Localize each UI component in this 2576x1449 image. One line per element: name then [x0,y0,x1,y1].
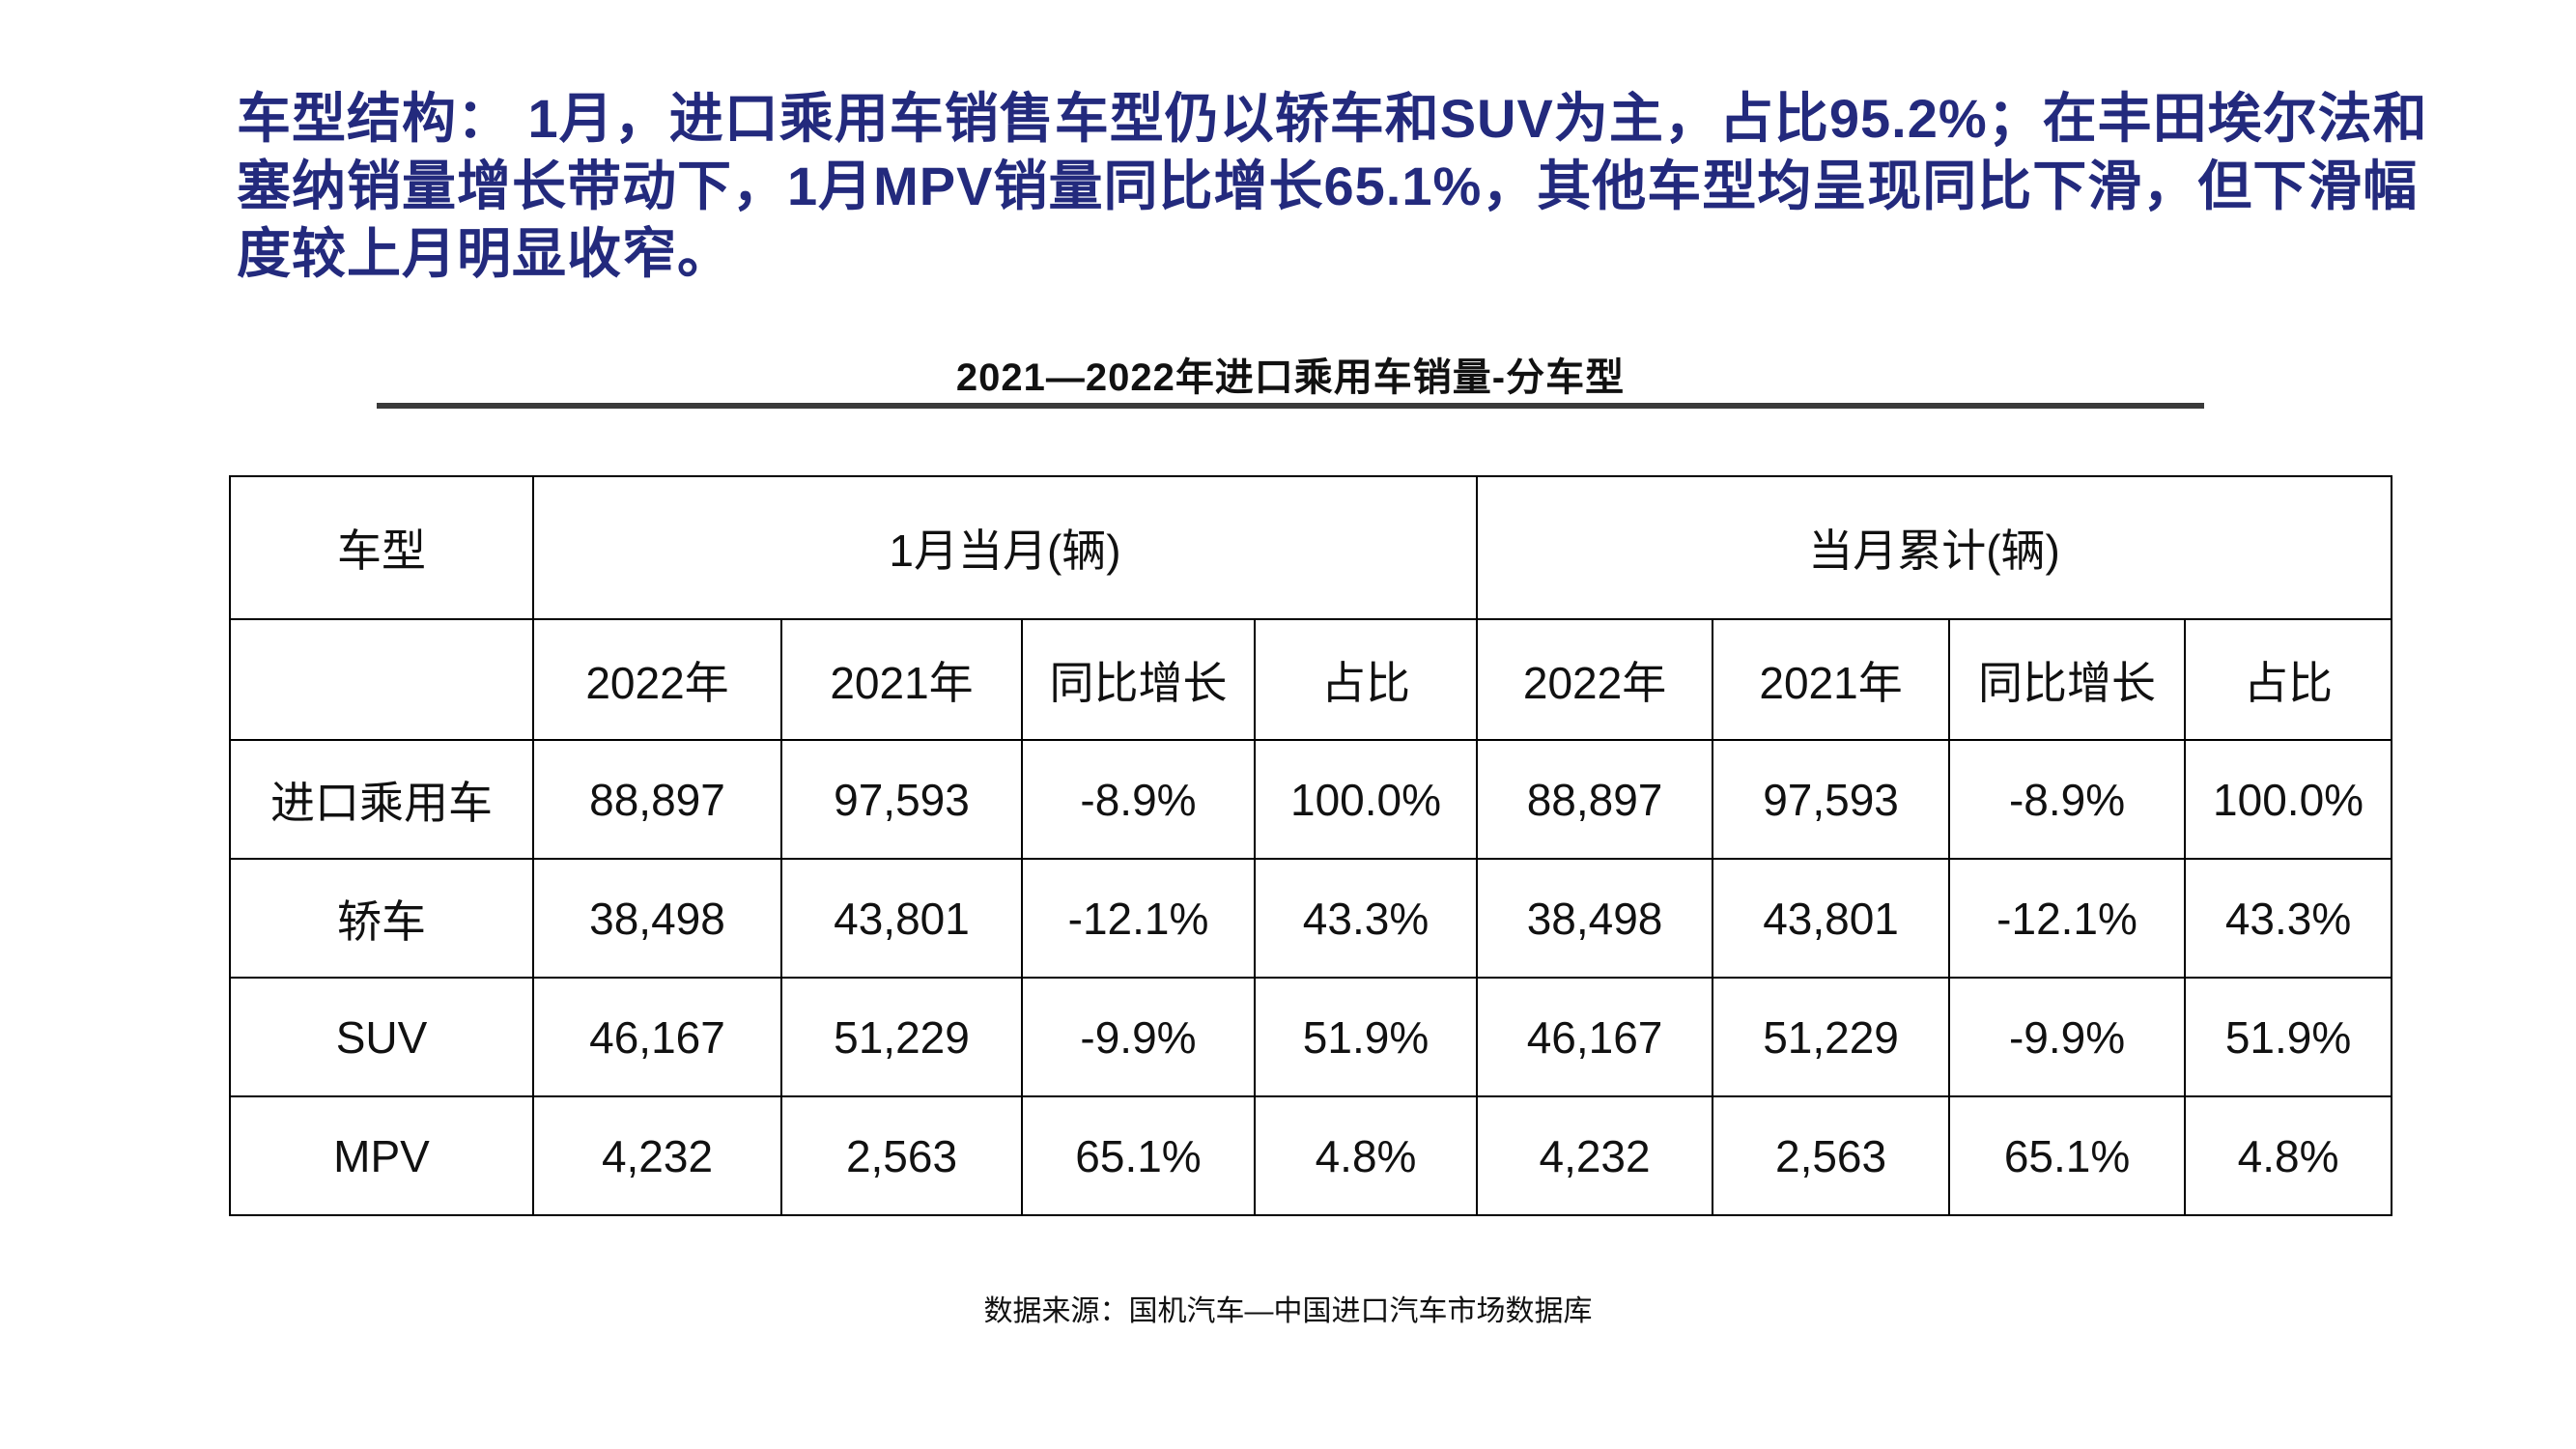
cell-share-value: 43.3% [1253,858,1479,979]
cell-share-value: 51.9% [2184,977,2393,1097]
header-vehicle-type: 车型 [229,475,534,620]
cell-2021-value: 2,563 [780,1095,1023,1216]
cell-share-value: 43.3% [2184,858,2393,979]
cell-yoy-value: -12.1% [1021,858,1256,979]
cell-yoy-value: -8.9% [1021,739,1256,860]
cell-share-value: 100.0% [2184,739,2393,860]
table-row-imported-pv: 进口乘用车 88,897 97,593 -8.9% 100.0% 88,897 … [229,739,2393,860]
title-underline-rule [377,403,2204,409]
cell-yoy-value: -9.9% [1021,977,1256,1097]
row-label: 轿车 [229,858,534,979]
row-label: MPV [229,1095,534,1216]
cell-2021-value: 43,801 [780,858,1023,979]
cell-share-value: 51.9% [1253,977,1479,1097]
cell-2022-value: 4,232 [532,1095,782,1216]
cell-yoy-value: 65.1% [1021,1095,1256,1216]
header-yoy-growth: 同比增长 [1021,618,1256,741]
header-yoy-growth: 同比增长 [1948,618,2187,741]
cell-2021-value: 97,593 [1712,739,1951,860]
cell-2021-value: 43,801 [1712,858,1951,979]
cell-2021-value: 51,229 [1712,977,1951,1097]
cell-2022-value: 4,232 [1476,1095,1714,1216]
header-share: 占比 [2184,618,2393,741]
table-title-wrap: 2021—2022年进口乘用车销量-分车型 [377,346,2204,402]
cell-2022-value: 88,897 [1476,739,1714,860]
cell-share-value: 4.8% [2184,1095,2393,1216]
cell-2022-value: 38,498 [1476,858,1714,979]
cell-share-value: 100.0% [1253,739,1479,860]
header-2022: 2022年 [532,618,782,741]
cell-yoy-value: -12.1% [1948,858,2187,979]
cell-2022-value: 46,167 [1476,977,1714,1097]
cell-yoy-value: -9.9% [1948,977,2187,1097]
cell-share-value: 4.8% [1253,1095,1479,1216]
sales-table: 车型 1月当月(辆) 当月累计(辆) 2022年 2021年 同比增长 占比 2… [229,475,2393,1216]
cell-yoy-value: -8.9% [1948,739,2187,860]
row-label: SUV [229,977,534,1097]
header-month-cumulative: 当月累计(辆) [1476,475,2393,620]
table-row-suv: SUV 46,167 51,229 -9.9% 51.9% 46,167 51,… [229,977,2393,1097]
header-2022: 2022年 [1476,618,1714,741]
header-2021: 2021年 [780,618,1023,741]
header-2021: 2021年 [1712,618,1951,741]
data-source-note: 数据来源：国机汽车—中国进口汽车市场数据库 [983,1295,1593,1327]
header-month-current: 1月当月(辆) [531,475,1479,620]
row-label: 进口乘用车 [229,739,534,860]
cell-2021-value: 51,229 [780,977,1023,1097]
cell-2021-value: 2,563 [1712,1095,1951,1216]
table-header-row-2: 2022年 2021年 同比增长 占比 2022年 2021年 同比增长 占比 [229,618,2393,741]
cell-2022-value: 38,498 [532,858,782,979]
table-title: 2021—2022年进口乘用车销量-分车型 [955,356,1626,399]
headline-paragraph: 车型结构： 1月，进口乘用车销售车型仍以轿车和SUV为主，占比95.2%；在丰田… [237,88,2428,284]
table-row-sedan: 轿车 38,498 43,801 -12.1% 43.3% 38,498 43,… [229,858,2393,979]
header-share: 占比 [1253,618,1479,741]
cell-2022-value: 46,167 [532,977,782,1097]
cell-2021-value: 97,593 [780,739,1023,860]
header-empty-cell [229,618,534,741]
table-header-row-1: 车型 1月当月(辆) 当月累计(辆) [229,475,2393,620]
cell-yoy-value: 65.1% [1948,1095,2187,1216]
cell-2022-value: 88,897 [532,739,782,860]
table-row-mpv: MPV 4,232 2,563 65.1% 4.8% 4,232 2,563 6… [229,1095,2393,1216]
